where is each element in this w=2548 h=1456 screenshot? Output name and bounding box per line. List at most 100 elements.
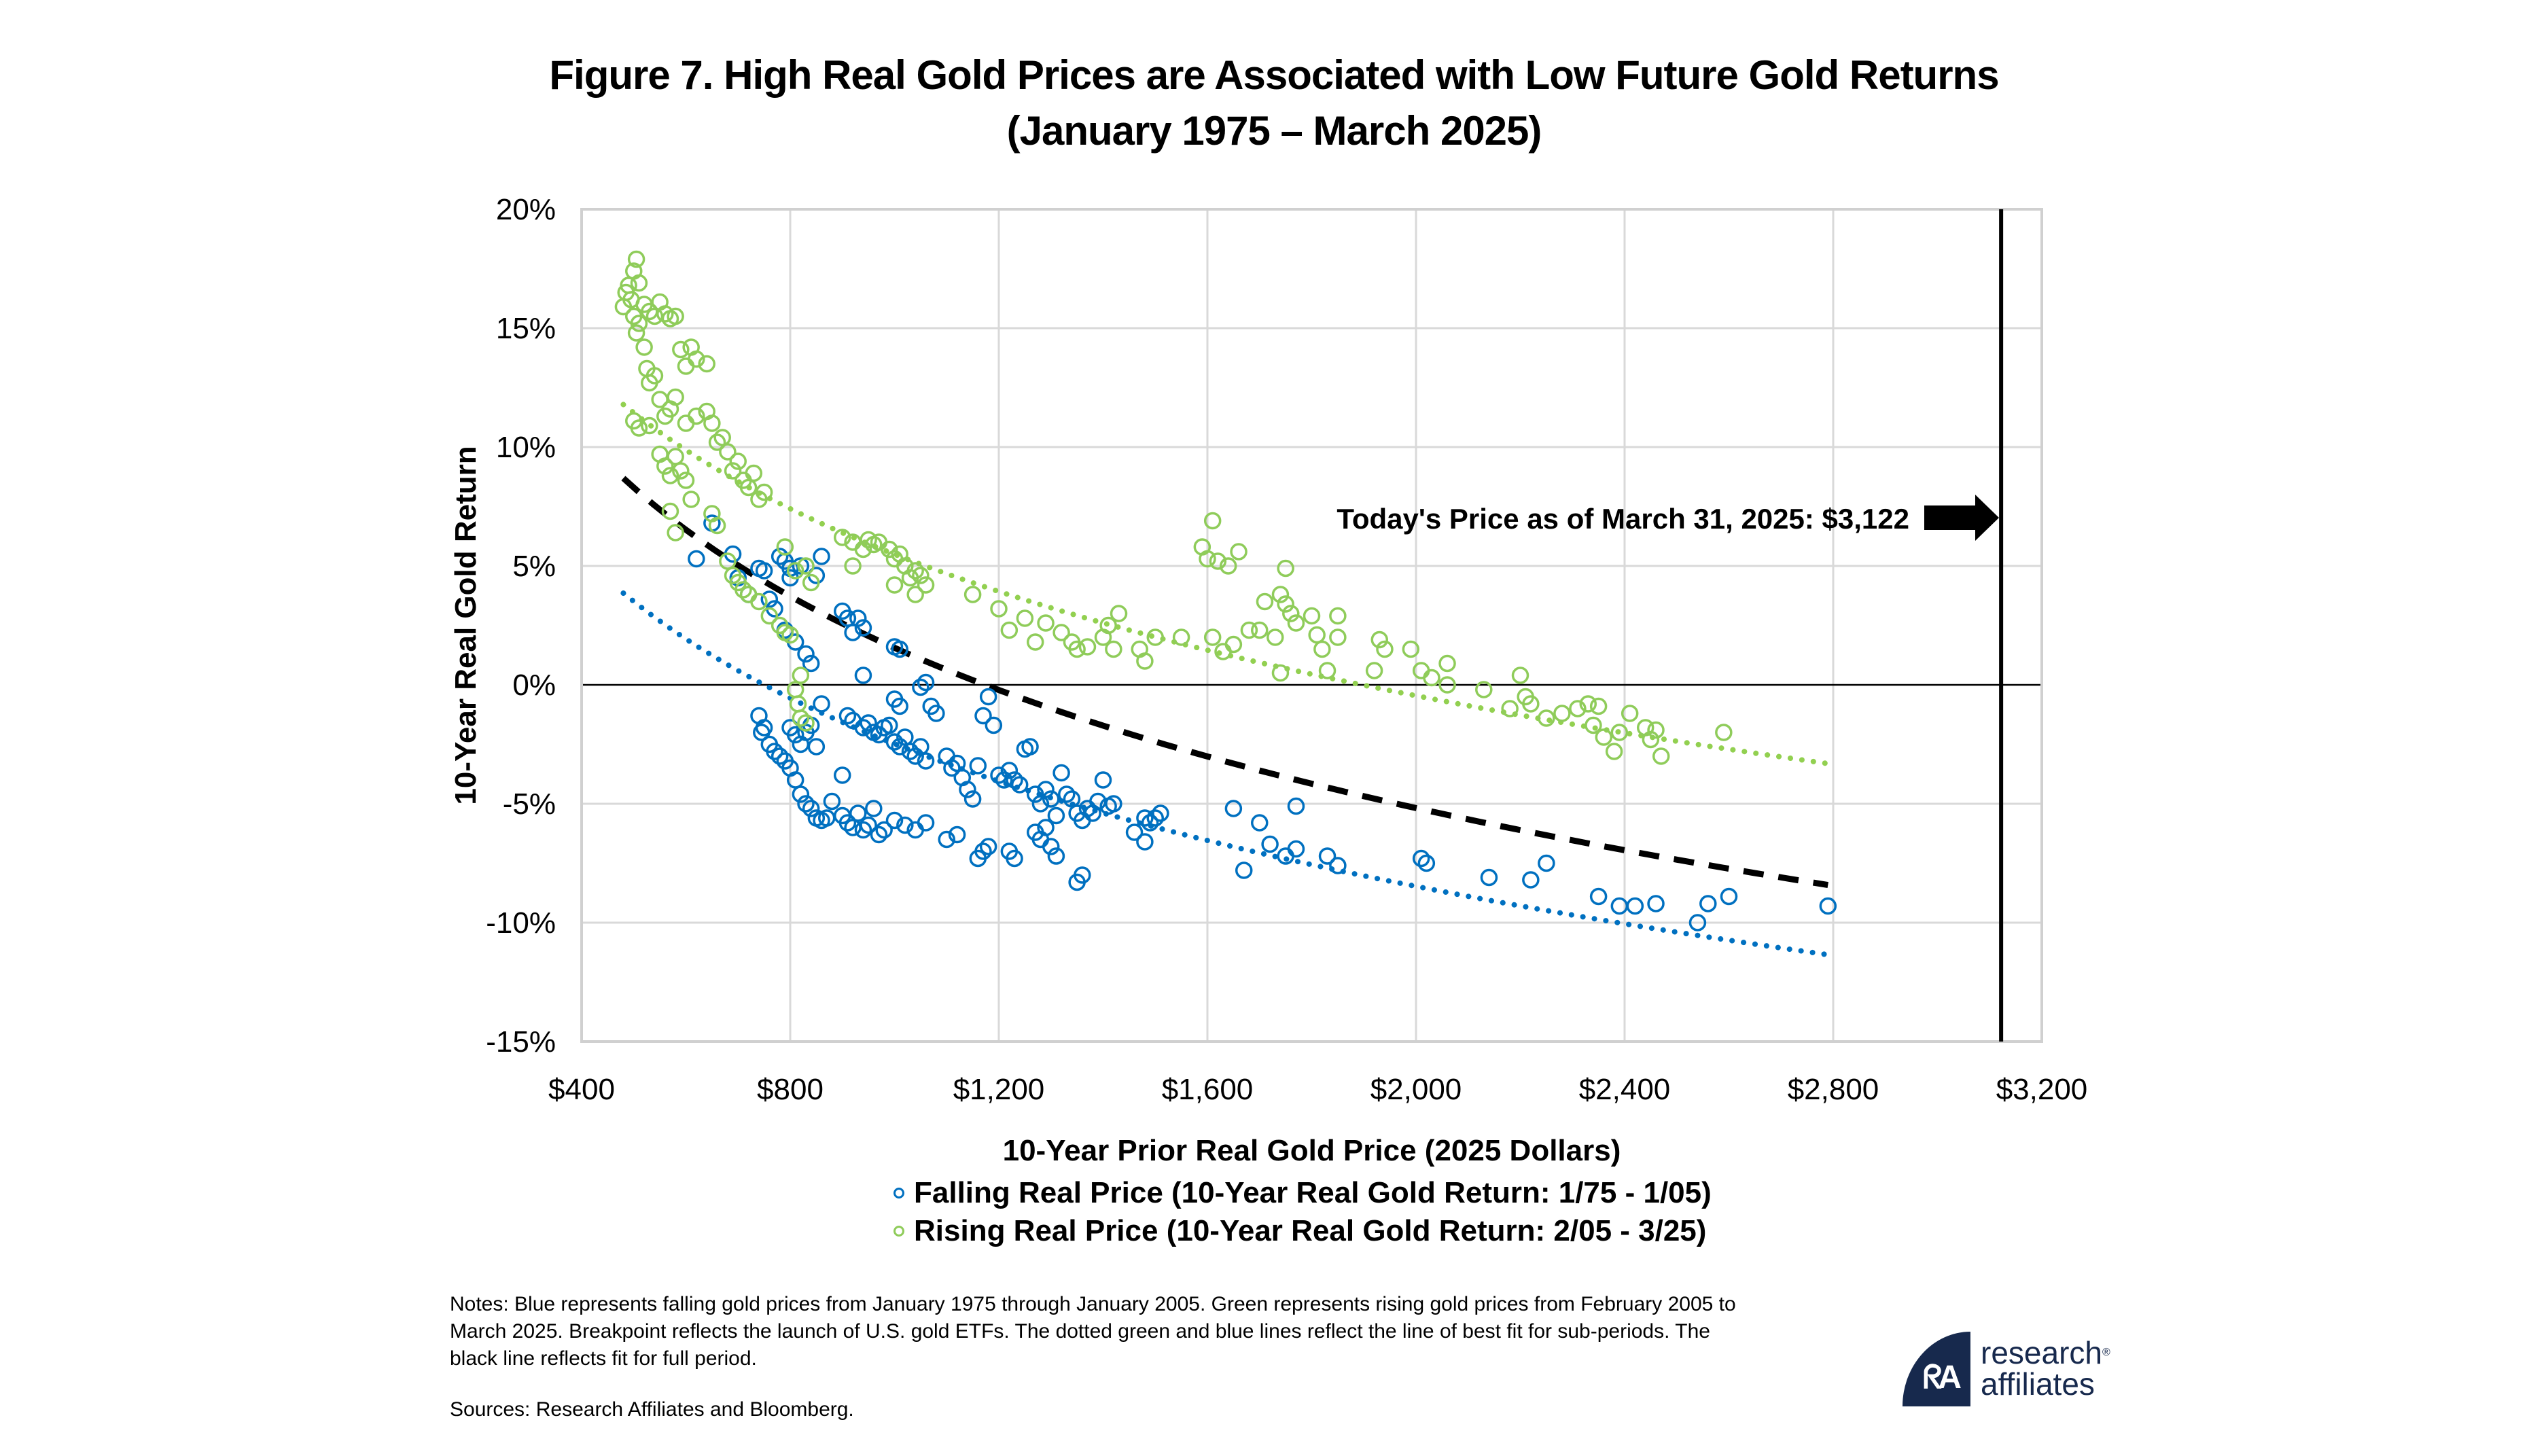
falling-price-point: [1105, 795, 1122, 813]
falling-price-point: [823, 792, 841, 811]
rising-price-point: [792, 709, 810, 727]
rising-price-point: [1287, 614, 1305, 632]
rising-price-point: [792, 667, 810, 684]
falling-price-point: [870, 825, 888, 844]
falling-price-point: [891, 738, 908, 756]
rising-price-point: [1271, 664, 1290, 682]
falling-price-point: [1251, 814, 1269, 832]
falling-price-point: [802, 800, 820, 817]
y-tick-label: 10%: [496, 431, 556, 464]
falling-price-point: [854, 667, 872, 684]
falling-price-point: [838, 707, 857, 725]
falling-price-point: [891, 640, 908, 658]
rising-price-point: [703, 414, 721, 432]
blue-circle-marker-icon: [893, 1188, 904, 1198]
registered-mark: ®: [2102, 1347, 2110, 1358]
rising-price-point: [1026, 633, 1044, 651]
falling-price-point: [1480, 868, 1498, 887]
logo-glyph: ᖇA: [1923, 1360, 1962, 1396]
rising-price-point: [635, 338, 653, 356]
rising-price-point: [1438, 654, 1456, 673]
rising-price-point: [667, 307, 684, 325]
falling-price-point: [860, 714, 877, 732]
falling-price-point: [974, 842, 992, 860]
rising-price-point: [1267, 628, 1284, 646]
legend: Falling Real Price (10-Year Real Gold Re…: [893, 1174, 1712, 1250]
rising-price-point: [797, 714, 815, 732]
green-circle-marker-icon: [893, 1226, 904, 1237]
falling-price-point: [979, 838, 997, 855]
rising-price-point: [708, 433, 726, 451]
axes: [580, 208, 2043, 1043]
rising-price-point: [1438, 676, 1456, 694]
falling-price-point: [938, 830, 955, 849]
rising-price-point: [1136, 652, 1154, 670]
falling-price-point: [1152, 804, 1169, 822]
rising-price-point: [1016, 609, 1034, 627]
falling-price-point: [1052, 764, 1070, 782]
falling-price-point: [1136, 809, 1154, 827]
rising-price-point: [661, 467, 679, 484]
y-tick-label: -15%: [486, 1025, 556, 1059]
rising-price-point: [1621, 705, 1639, 722]
falling-price-point: [1224, 800, 1243, 817]
rising-price-point: [672, 462, 690, 480]
rising-price-point: [661, 502, 679, 520]
rising-price-point: [1105, 640, 1122, 658]
falling-price-point: [1047, 806, 1065, 825]
falling-price-point: [755, 719, 773, 736]
rising-price-point: [1000, 621, 1019, 639]
rising-price-point: [688, 350, 705, 368]
falling-price-point: [912, 678, 930, 696]
rising-price-point: [1569, 700, 1587, 717]
falling-price-point: [906, 747, 924, 765]
falling-price-point: [917, 673, 935, 692]
falling-price-point: [1287, 840, 1305, 858]
rising-price-point: [724, 462, 742, 480]
rising-price-point: [667, 524, 684, 541]
rising-price-point: [906, 586, 924, 603]
rising-price-point: [1715, 724, 1733, 741]
falling-price-point: [786, 726, 804, 744]
rising-price-point: [760, 607, 779, 625]
falling-price-point: [865, 800, 883, 817]
rising-price-point: [1313, 640, 1331, 658]
rising-price-point: [1642, 730, 1660, 749]
falling-price-point: [979, 688, 997, 706]
falling-price-point: [1146, 809, 1164, 827]
fit-lines: [620, 402, 1831, 958]
y-tick-label: -5%: [503, 787, 556, 821]
rising-price-point: [1068, 640, 1086, 658]
falling-price-point: [917, 752, 935, 770]
y-tick-labels: 20% 15% 10% 5% 0% -5% -10% -15%: [486, 193, 556, 1059]
rising-price-point: [682, 491, 700, 508]
falling-price-point: [963, 790, 982, 808]
rising-price-point: [630, 274, 648, 292]
rising-price-point: [698, 355, 715, 373]
rising-price-point: [1511, 667, 1529, 684]
falling-price-point: [948, 825, 966, 844]
today-price-reference: Today's Price as of March 31, 2025: $3,1…: [1337, 209, 2004, 1042]
x-tick-label: $2,000: [1370, 1073, 1462, 1106]
rising-price-point: [1329, 607, 1347, 625]
rising-price-point: [1370, 631, 1389, 649]
falling-price-point: [771, 548, 789, 565]
rising-price-point: [1224, 635, 1243, 654]
rising-price-point: [1402, 640, 1420, 658]
falling-price-point: [854, 719, 872, 736]
falling-price-point: [813, 695, 830, 713]
rising-price-point: [1037, 614, 1055, 632]
rising-price-point: [881, 540, 898, 558]
falling-price-point: [1819, 897, 1837, 915]
rising-price-point: [1146, 628, 1164, 646]
rising-price-point: [802, 573, 820, 592]
falling-price-point: [1412, 849, 1430, 868]
x-tick-label: $1,600: [1162, 1073, 1254, 1106]
rising-price-point: [834, 529, 851, 546]
rising-price-point: [1501, 700, 1519, 717]
rising-price-point: [1078, 638, 1097, 656]
falling-price-point: [755, 562, 773, 580]
x-tick-label: $2,800: [1788, 1073, 1879, 1106]
full-period-fit-line: [621, 476, 1829, 889]
